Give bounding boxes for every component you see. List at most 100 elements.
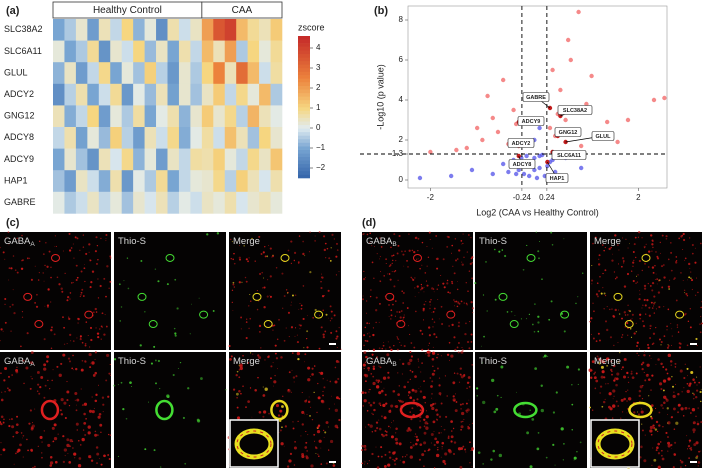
speckle bbox=[13, 463, 15, 465]
speckle bbox=[617, 263, 620, 265]
speckle bbox=[304, 255, 306, 257]
speckle bbox=[398, 385, 400, 387]
speckle bbox=[440, 275, 442, 276]
colorbar-step bbox=[298, 99, 310, 104]
speckle bbox=[429, 307, 431, 310]
speckle bbox=[447, 291, 450, 294]
speckle bbox=[626, 371, 629, 375]
speckle bbox=[613, 271, 616, 273]
speckle bbox=[335, 330, 338, 333]
heat-cell bbox=[178, 105, 191, 128]
speckle bbox=[101, 396, 105, 399]
speckle bbox=[657, 442, 660, 446]
heat-cell bbox=[167, 170, 180, 193]
heat-cell bbox=[98, 127, 111, 149]
colorbar-step bbox=[298, 114, 310, 118]
speckle bbox=[64, 272, 66, 275]
speckle bbox=[423, 450, 426, 453]
speckle bbox=[247, 361, 250, 364]
speckle bbox=[179, 362, 182, 364]
colorbar-step bbox=[298, 96, 310, 101]
speckle bbox=[20, 345, 22, 348]
point bbox=[469, 167, 475, 173]
speckle bbox=[651, 307, 654, 309]
speckle bbox=[460, 428, 462, 431]
speckle bbox=[700, 306, 702, 309]
speckle bbox=[436, 448, 439, 451]
speckle bbox=[283, 339, 286, 342]
speckle bbox=[325, 421, 329, 425]
speckle bbox=[650, 404, 654, 407]
speckle bbox=[52, 440, 55, 443]
speckle bbox=[546, 355, 549, 357]
speckle bbox=[49, 388, 51, 390]
speckle bbox=[684, 292, 686, 294]
speckle bbox=[670, 269, 673, 272]
speckle bbox=[418, 426, 422, 429]
speckle bbox=[365, 426, 367, 428]
heat-cell bbox=[190, 40, 203, 63]
speckle bbox=[410, 276, 412, 279]
speckle bbox=[407, 427, 411, 430]
speckle bbox=[632, 279, 635, 283]
speckle bbox=[444, 375, 447, 377]
speckle bbox=[621, 411, 624, 413]
speckle bbox=[382, 344, 385, 347]
colorbar-step bbox=[298, 170, 310, 175]
speckle bbox=[641, 408, 643, 410]
speckle bbox=[377, 455, 380, 458]
speckle bbox=[108, 433, 110, 436]
speckle bbox=[666, 346, 669, 349]
speckle bbox=[423, 431, 427, 435]
speckle bbox=[401, 373, 404, 375]
speckle bbox=[435, 408, 438, 412]
speckle bbox=[423, 425, 426, 428]
point bbox=[521, 171, 527, 177]
speckle bbox=[672, 385, 674, 388]
speckle bbox=[689, 267, 691, 269]
speckle bbox=[366, 340, 369, 343]
heat-cell bbox=[247, 83, 260, 106]
speckle bbox=[591, 279, 594, 282]
speckle bbox=[660, 344, 662, 346]
speckle bbox=[400, 250, 403, 253]
speckle bbox=[127, 287, 130, 290]
speckle bbox=[591, 360, 595, 364]
speckle bbox=[410, 418, 413, 421]
speckle bbox=[95, 446, 99, 449]
speckle bbox=[406, 429, 410, 432]
speckle bbox=[233, 252, 235, 255]
speckle bbox=[328, 317, 330, 319]
speckle bbox=[9, 306, 11, 308]
speckle bbox=[599, 275, 601, 278]
speckle bbox=[460, 300, 463, 303]
speckle bbox=[324, 295, 325, 296]
speckle bbox=[268, 244, 270, 246]
speckle bbox=[278, 431, 280, 433]
speckle bbox=[335, 396, 339, 400]
speckle bbox=[49, 461, 54, 465]
speckle bbox=[66, 390, 70, 394]
speckle bbox=[550, 231, 553, 234]
speckle bbox=[417, 258, 419, 260]
speckle bbox=[368, 388, 371, 391]
heat-cell bbox=[259, 170, 271, 193]
speckle bbox=[619, 352, 621, 354]
speckle bbox=[74, 236, 77, 239]
speckle bbox=[670, 416, 673, 419]
speckle bbox=[368, 332, 370, 334]
heat-cell bbox=[178, 127, 191, 149]
speckle bbox=[43, 363, 47, 367]
speckle bbox=[607, 382, 609, 385]
speckle bbox=[431, 312, 433, 313]
speckle bbox=[245, 321, 248, 323]
speckle bbox=[250, 300, 252, 302]
speckle bbox=[397, 338, 400, 340]
speckle bbox=[408, 233, 410, 235]
speckle bbox=[643, 371, 645, 373]
speckle bbox=[638, 394, 641, 398]
speckle bbox=[97, 297, 100, 299]
heat-cell bbox=[190, 105, 203, 128]
speckle bbox=[76, 337, 78, 339]
speckle bbox=[259, 272, 262, 275]
